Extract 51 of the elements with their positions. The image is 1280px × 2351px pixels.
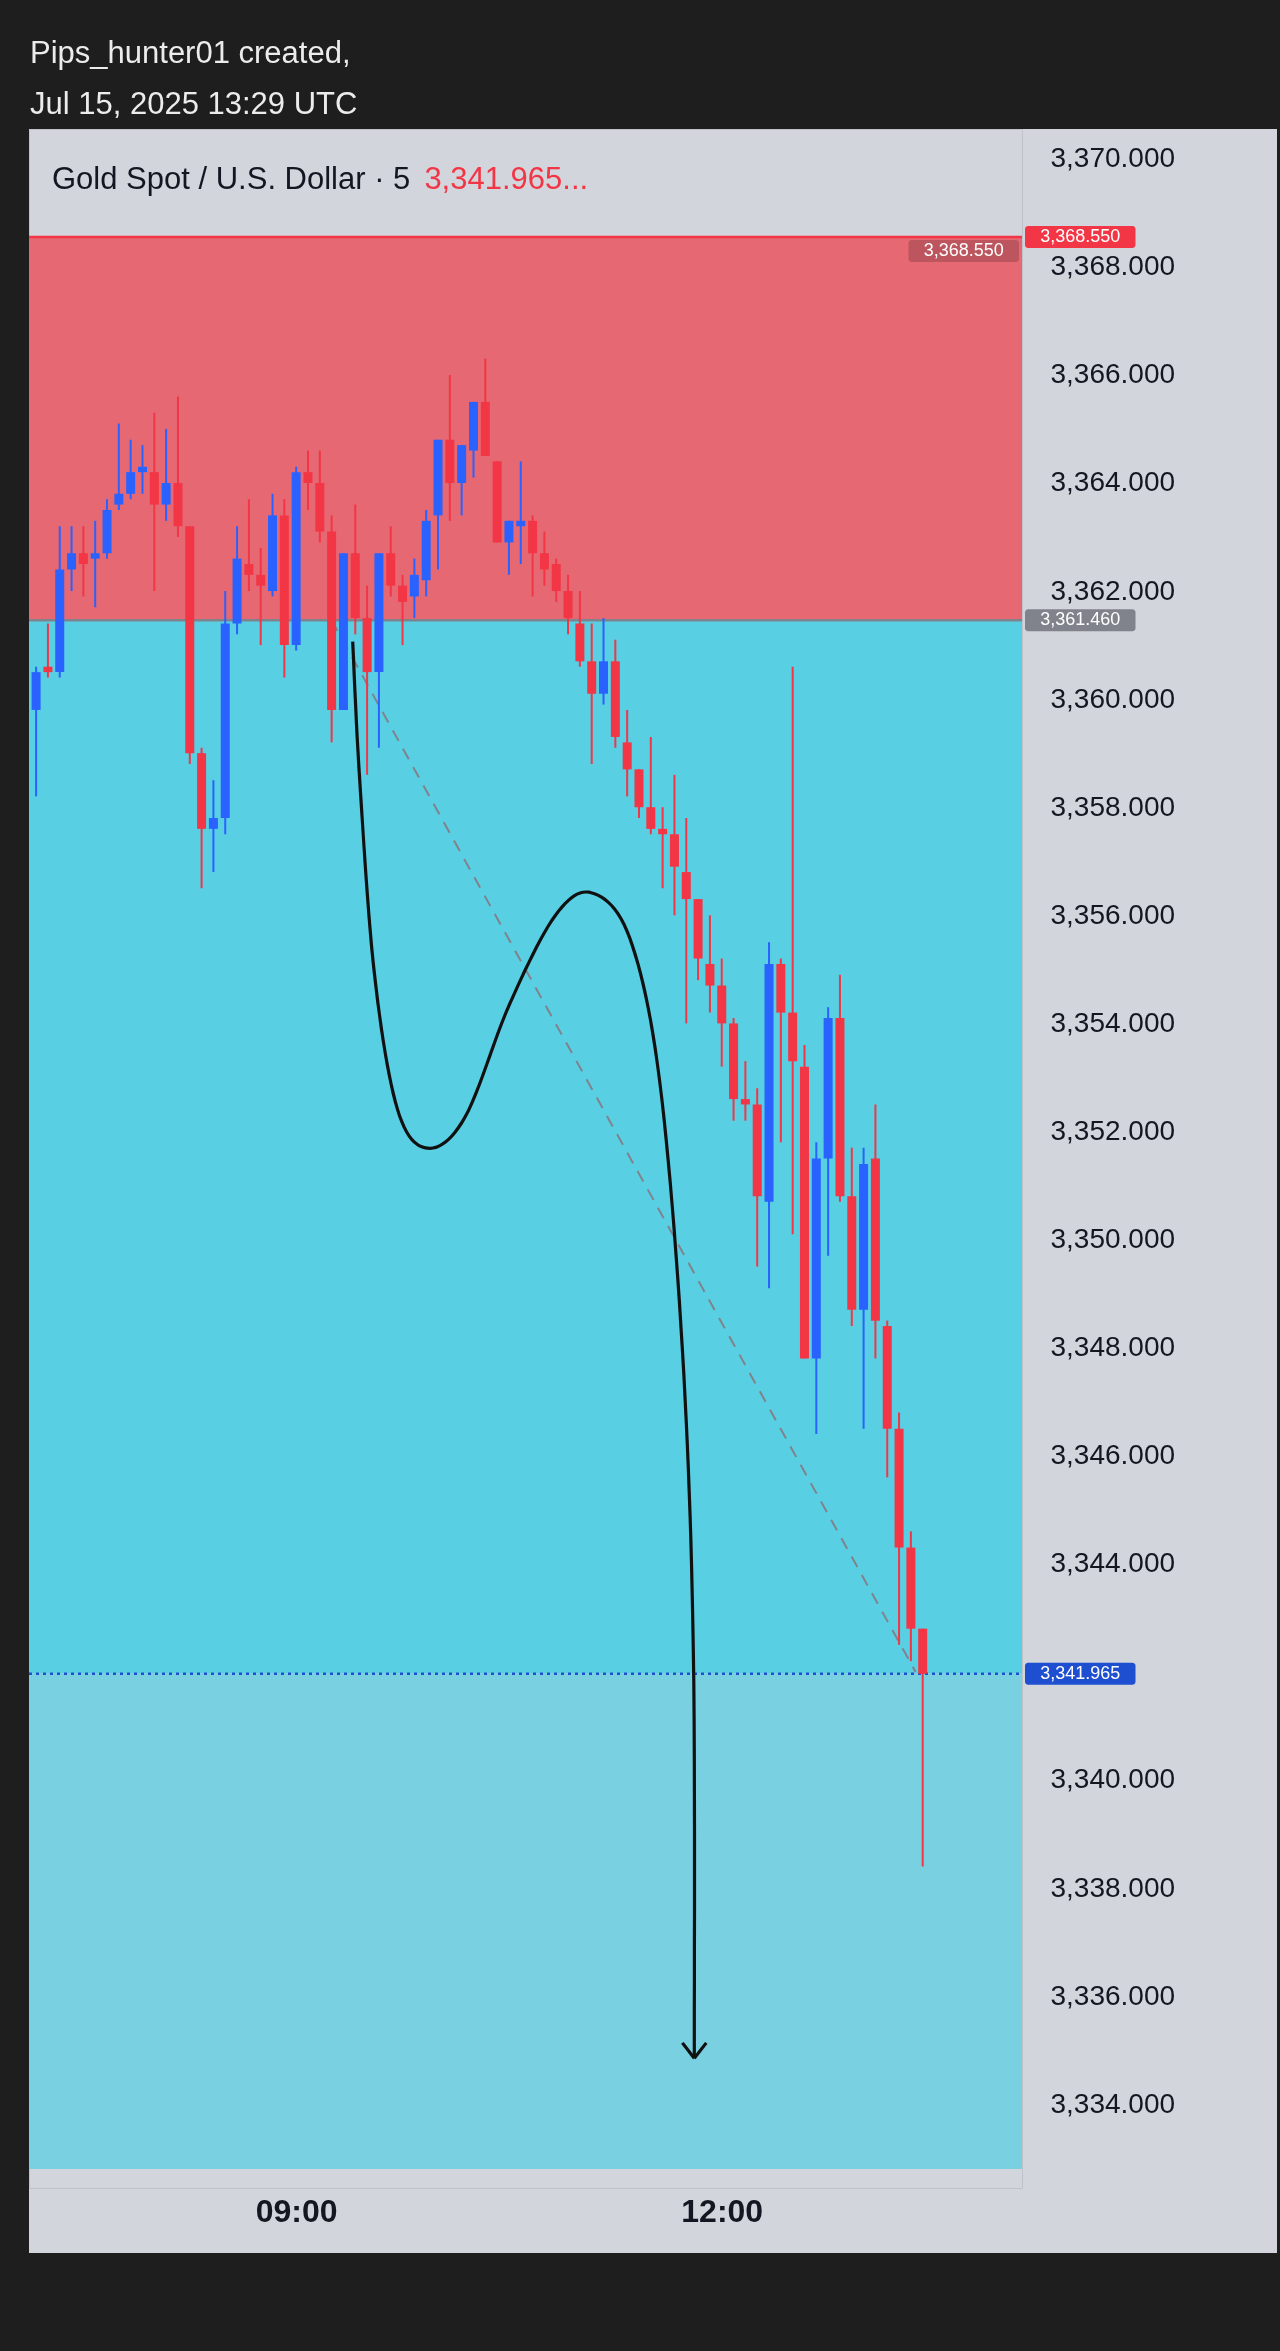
x-tick-label: 09:00 <box>255 2192 338 2229</box>
candlestick <box>244 498 254 593</box>
candlestick <box>256 546 266 647</box>
candlestick <box>681 817 691 1025</box>
y-tick-label: 3,360.000 <box>1050 682 1176 714</box>
y-tick-label: 3,340.000 <box>1050 1763 1176 1795</box>
candlestick <box>78 525 88 598</box>
candlestick <box>208 779 218 874</box>
candlestick <box>646 735 656 836</box>
ref-line-label: 3,341.965 <box>1040 1662 1121 1683</box>
ref-line-label: 3,361.460 <box>1040 609 1121 630</box>
candlestick <box>409 557 419 620</box>
candlestick <box>740 1060 750 1122</box>
candlestick <box>303 449 313 511</box>
y-tick-label: 3,348.000 <box>1050 1331 1176 1363</box>
candlestick <box>90 519 100 609</box>
candlestick <box>788 665 798 1236</box>
y-tick-label: 3,368.000 <box>1050 250 1176 282</box>
ref-line-label: 3,368.550 <box>1040 226 1121 247</box>
y-tick-label: 3,336.000 <box>1050 1979 1176 2011</box>
candlestick <box>114 422 124 511</box>
y-tick-label: 3,344.000 <box>1050 1547 1176 1579</box>
x-tick-label: 12:00 <box>681 2192 764 2229</box>
y-tick-label: 3,350.000 <box>1050 1223 1176 1255</box>
text: Gold Spot / U.S. Dollar · 5 <box>52 161 411 196</box>
candlestick <box>539 530 549 587</box>
y-tick-label: 3,352.000 <box>1050 1114 1176 1146</box>
y-tick-label: 3,370.000 <box>1050 142 1176 174</box>
candlestick <box>161 427 171 522</box>
y-tick-label: 3,346.000 <box>1050 1439 1176 1471</box>
y-tick-label: 3,334.000 <box>1050 2087 1176 2119</box>
y-tick-label: 3,356.000 <box>1050 898 1176 930</box>
text: 3,341.965... <box>424 161 589 196</box>
y-tick-label: 3,358.000 <box>1050 790 1176 822</box>
band-label: 3,368.550 <box>923 240 1004 261</box>
y-tick-label: 3,338.000 <box>1050 1871 1176 1903</box>
y-tick-label: 3,354.000 <box>1050 1006 1176 1038</box>
y-tick-label: 3,366.000 <box>1050 358 1176 390</box>
text: Jul 15, 2025 13:29 UTC <box>30 85 358 123</box>
candlestick <box>658 806 668 890</box>
candlestick <box>67 525 77 593</box>
candlestick <box>137 444 147 495</box>
candlestick <box>516 460 526 566</box>
y-tick-label: 3,362.000 <box>1050 574 1176 606</box>
candlestick <box>398 573 408 647</box>
candlestick <box>126 438 136 501</box>
candlestick <box>43 622 53 679</box>
y-tick-label: 3,364.000 <box>1050 466 1176 498</box>
text: Pips_hunter01 created, <box>30 34 352 72</box>
candlestick <box>705 914 715 1014</box>
candlestick <box>504 519 514 576</box>
